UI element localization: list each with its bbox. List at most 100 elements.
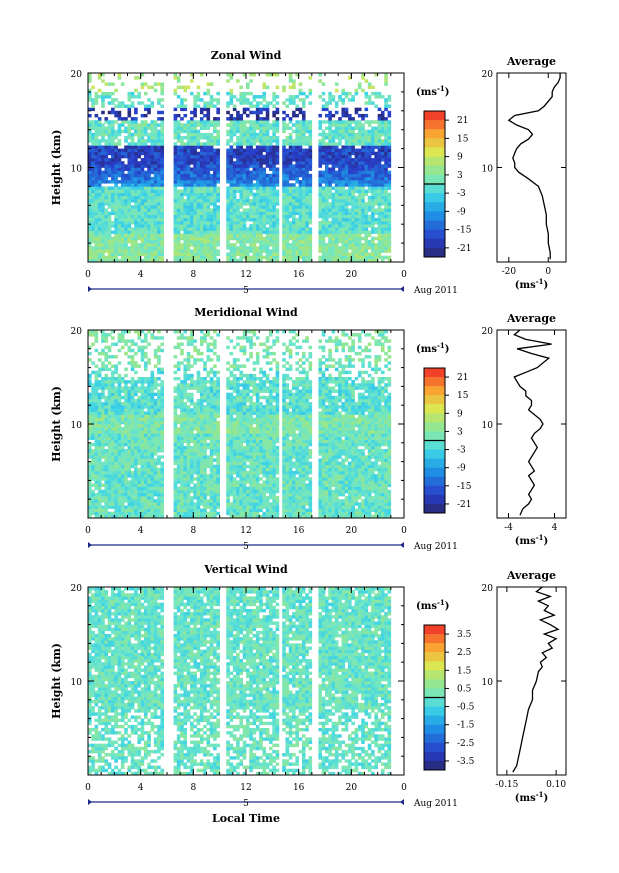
heatmap-cell (120, 492, 125, 497)
heatmap-cell (130, 486, 135, 491)
heatmap-cell (134, 176, 138, 181)
heatmap-cell (384, 154, 388, 159)
heatmap-cell (272, 176, 276, 181)
heatmap-cell (361, 255, 365, 260)
heatmap-cell (97, 477, 102, 481)
heatmap-cell (193, 233, 197, 238)
heatmap-cell (249, 79, 253, 83)
heatmap-cell (301, 199, 306, 203)
heatmap-cell (351, 221, 355, 225)
heatmap-cell (130, 348, 135, 353)
heatmap-cell (196, 205, 201, 209)
heatmap-cell (380, 167, 385, 171)
heatmap-cell (186, 233, 191, 238)
heatmap-cell (134, 195, 138, 200)
heatmap-cell (318, 151, 323, 156)
heatmap-cell (357, 167, 362, 171)
heatmap-cell (190, 199, 194, 203)
heatmap-cell (387, 104, 392, 108)
heatmap-cell (104, 511, 109, 516)
heatmap-cell (190, 117, 194, 121)
heatmap-cell (107, 402, 112, 406)
heatmap-cell (104, 351, 109, 356)
heatmap-cell (124, 373, 128, 378)
heatmap-cell (262, 255, 267, 260)
heatmap-cell (147, 154, 151, 159)
heatmap-cell (229, 98, 234, 102)
heatmap-cell (101, 176, 105, 181)
heatmap-cell (107, 499, 112, 503)
heatmap-cell (203, 107, 207, 112)
heatmap-cell (305, 227, 309, 231)
heatmap-cell (292, 79, 296, 83)
heatmap-cell (88, 91, 92, 96)
heatmap-cell (107, 477, 112, 481)
heatmap-cell (206, 230, 211, 234)
heatmap-cell (140, 392, 145, 397)
heatmap-cell (107, 455, 112, 459)
heatmap-cell (143, 154, 148, 159)
heatmap-cell (104, 339, 109, 343)
heatmap-cell (137, 252, 141, 256)
heatmap-cell (229, 170, 234, 175)
heatmap-cell (239, 230, 244, 234)
heatmap-cell (150, 154, 155, 159)
heatmap-cell (203, 249, 207, 253)
heatmap-cell (239, 173, 244, 178)
colorbar-segment (424, 111, 445, 121)
heatmap-cell (134, 142, 138, 146)
heatmap-cell (377, 170, 382, 175)
heatmap-cell (236, 117, 240, 121)
heatmap-cell (117, 173, 122, 178)
heatmap-cell (239, 132, 244, 137)
heatmap-cell (199, 246, 204, 250)
heatmap-cell (265, 255, 270, 260)
heatmap-cell (130, 217, 135, 222)
heatmap-cell (255, 258, 260, 263)
heatmap-cell (209, 224, 214, 228)
heatmap-cell (153, 243, 158, 247)
heatmap-cell (160, 211, 165, 216)
heatmap-cell (384, 230, 388, 234)
heatmap-cell (153, 183, 158, 187)
heatmap-cell (180, 192, 184, 197)
heatmap-cell (173, 252, 178, 256)
heatmap-cell (143, 132, 148, 137)
heatmap-cell (298, 243, 303, 247)
heatmap-cell (242, 173, 247, 178)
heatmap-cell (124, 208, 128, 212)
heatmap-cell (104, 477, 109, 481)
heatmap-cell (361, 126, 365, 130)
heatmap-cell (193, 173, 197, 178)
heatmap-cell (94, 439, 99, 444)
heatmap-cell (127, 123, 132, 127)
heatmap-cell (292, 208, 296, 212)
heatmap-cell (124, 192, 128, 197)
heatmap-cell (199, 205, 204, 209)
heatmap-cell (275, 214, 280, 219)
heatmap-cell (348, 142, 352, 146)
heatmap-cell (173, 164, 178, 168)
heatmap-cell (203, 195, 207, 200)
heatmap-cell (97, 258, 102, 263)
heatmap-cell (295, 132, 299, 137)
heatmap-cell (321, 145, 326, 149)
heatmap-cell (111, 164, 115, 168)
heatmap-cell (384, 208, 388, 212)
heatmap-cell (153, 255, 158, 260)
heatmap-cell (130, 239, 135, 244)
heatmap-cell (190, 126, 194, 130)
heatmap-cell (354, 255, 359, 260)
heatmap-cell (328, 255, 332, 260)
heatmap-cell (183, 252, 188, 256)
heatmap-cell (239, 227, 244, 231)
heatmap-cell (186, 230, 191, 234)
heatmap-cell (357, 136, 362, 140)
heatmap-cell (114, 142, 118, 146)
heatmap-cell (176, 129, 181, 134)
heatmap-cell (124, 464, 128, 469)
heatmap-cell (209, 151, 214, 156)
heatmap-cell (94, 126, 99, 130)
heatmap-cell (127, 492, 132, 497)
heatmap-cell (387, 126, 392, 130)
